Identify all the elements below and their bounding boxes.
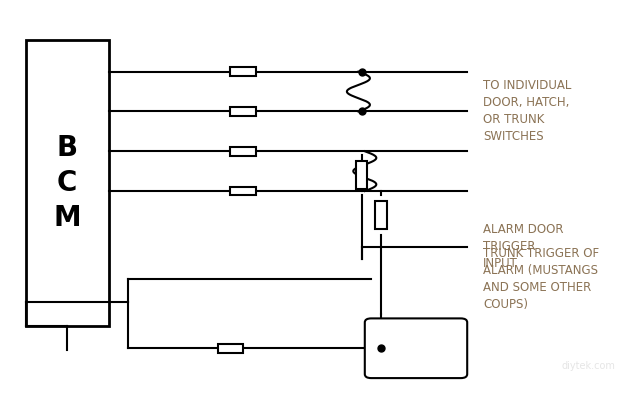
Bar — [375, 201, 387, 229]
Bar — [230, 67, 256, 76]
Text: ALARM DOOR
TRIGGER
INPUT: ALARM DOOR TRIGGER INPUT — [483, 223, 564, 270]
Text: TRUNK
TRIGGER: TRUNK TRIGGER — [390, 338, 442, 359]
Bar — [230, 187, 256, 195]
Bar — [218, 344, 243, 353]
Text: diytek.com: diytek.com — [562, 361, 616, 371]
Bar — [230, 147, 256, 156]
Bar — [230, 107, 256, 116]
Text: TRUNK TRIGGER OF
ALARM (MUSTANGS
AND SOME OTHER
COUPS): TRUNK TRIGGER OF ALARM (MUSTANGS AND SOM… — [483, 247, 599, 310]
Text: B
C
M: B C M — [53, 135, 81, 232]
Text: TO INDIVIDUAL
DOOR, HATCH,
OR TRUNK
SWITCHES: TO INDIVIDUAL DOOR, HATCH, OR TRUNK SWIT… — [483, 80, 572, 143]
FancyBboxPatch shape — [365, 318, 467, 378]
Bar — [26, 40, 109, 326]
Bar — [356, 161, 367, 189]
